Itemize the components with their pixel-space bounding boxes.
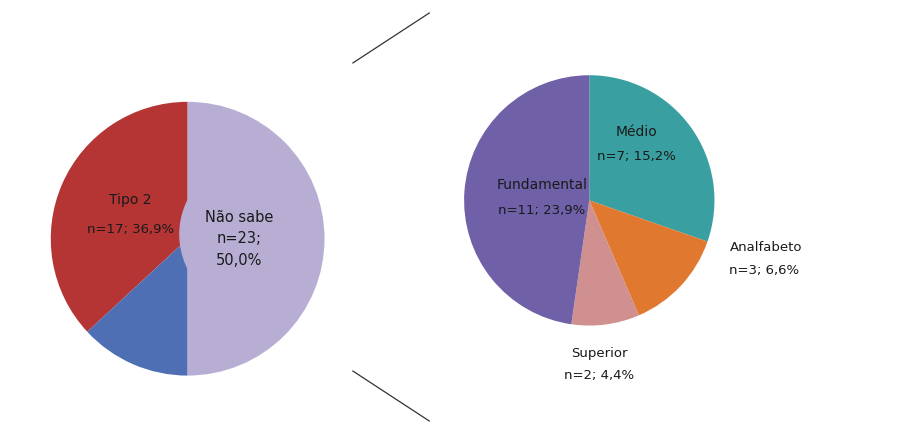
Wedge shape <box>464 75 589 324</box>
Text: Analfabeto: Analfabeto <box>729 241 802 254</box>
Text: n=3; 6,6%: n=3; 6,6% <box>729 264 799 277</box>
Wedge shape <box>589 201 708 316</box>
Text: n=2; 4,4%: n=2; 4,4% <box>564 369 634 382</box>
Text: Superior: Superior <box>571 347 628 360</box>
Wedge shape <box>87 239 188 375</box>
Wedge shape <box>589 75 715 242</box>
Wedge shape <box>571 201 638 326</box>
Text: n=11; 23,9%: n=11; 23,9% <box>498 204 585 217</box>
Text: 50,0%: 50,0% <box>216 253 262 268</box>
Text: n=17; 36,9%: n=17; 36,9% <box>86 223 173 236</box>
Text: n=23;: n=23; <box>216 231 261 247</box>
Text: Médio: Médio <box>616 125 657 138</box>
Text: Fundamental: Fundamental <box>497 178 587 192</box>
Wedge shape <box>188 102 324 375</box>
Polygon shape <box>180 158 256 310</box>
Text: Tipo 2: Tipo 2 <box>109 194 152 207</box>
Text: n=7; 15,2%: n=7; 15,2% <box>597 150 676 163</box>
Wedge shape <box>51 102 188 332</box>
Text: Não sabe: Não sabe <box>205 210 273 225</box>
